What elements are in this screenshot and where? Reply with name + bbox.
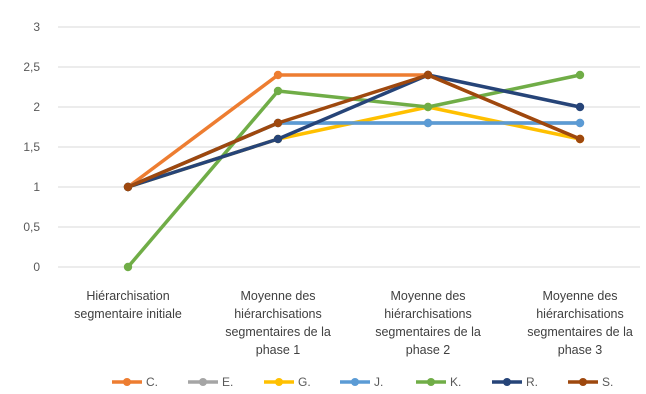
series-line [127,73,581,189]
data-point [273,86,283,96]
category-label: Hiérarchisation segmentaire initiale [74,289,182,321]
legend-item: E. [188,375,233,389]
y-tick-label: 3 [33,20,40,34]
category-label-line: segmentaire initiale [74,307,182,321]
legend-marker [275,378,283,386]
series-lines [123,70,585,272]
legend-item: S. [568,375,613,389]
y-tick-label: 1 [33,180,40,194]
category-label-line: segmentaires de la [527,325,633,339]
legend-label: K. [450,375,461,389]
data-point [575,102,585,112]
category-label-line: hiérarchisations [536,307,624,321]
category-label-line: hiérarchisations [384,307,472,321]
legend-item: R. [492,375,538,389]
y-tick-label: 2 [33,100,40,114]
data-point [273,134,283,144]
series-line [127,121,580,189]
legend-item: G. [264,375,311,389]
category-label-line: Moyenne des [542,289,617,303]
data-point [123,262,133,272]
series-j [123,118,585,192]
legend-marker [199,378,207,386]
data-point [423,70,433,80]
legend-marker [351,378,359,386]
category-label-line: Moyenne des [390,289,465,303]
y-tick-label: 1,5 [23,140,40,154]
legend-label: C. [146,375,158,389]
y-tick-label: 0,5 [23,220,40,234]
legend-marker [123,378,131,386]
category-label-line: hiérarchisations [234,307,322,321]
legend-label: J. [374,375,383,389]
series-line [127,73,581,189]
category-label-line: segmentaires de la [375,325,481,339]
gridlines [58,26,640,268]
legend-label: E. [222,375,233,389]
category-label: Moyenne des hiérarchisations segmentaires … [527,289,633,357]
data-point [575,118,585,128]
data-point [575,134,585,144]
category-label-line: segmentaires de la [225,325,331,339]
legend-item: J. [340,375,383,389]
category-label-line: Moyenne des [240,289,315,303]
y-tick-label: 2,5 [23,60,40,74]
legend-item: K. [416,375,461,389]
category-label: Moyenne des hiérarchisations segmentaires … [225,289,331,357]
series-line [127,121,580,189]
x-axis-category-labels: Hiérarchisation segmentaire initiale Moyen… [74,289,633,357]
legend-label: R. [526,375,538,389]
data-point [273,70,283,80]
category-label: Moyenne des hiérarchisations segmentaires … [375,289,481,357]
series-e [123,118,585,192]
legend-label: G. [298,375,311,389]
legend-marker [503,378,511,386]
legend-marker [427,378,435,386]
data-point [575,70,585,80]
data-point [273,118,283,128]
series-line [126,73,581,269]
legend-marker [579,378,587,386]
category-label-line: phase 1 [256,343,301,357]
legend: C. E. G. J. K. R. S. [112,375,613,389]
series-k [123,70,585,272]
legend-label: S. [602,375,613,389]
category-label-line: Hiérarchisation [86,289,169,303]
data-point [423,118,433,128]
data-point [123,182,133,192]
legend-item: C. [112,375,158,389]
category-label-line: phase 3 [558,343,603,357]
series-s [123,70,585,192]
category-label-line: phase 2 [406,343,451,357]
data-point [423,102,433,112]
y-tick-label: 0 [33,260,40,274]
y-axis-tick-labels: 0 0,5 1 1,5 2 2,5 3 [23,20,40,274]
